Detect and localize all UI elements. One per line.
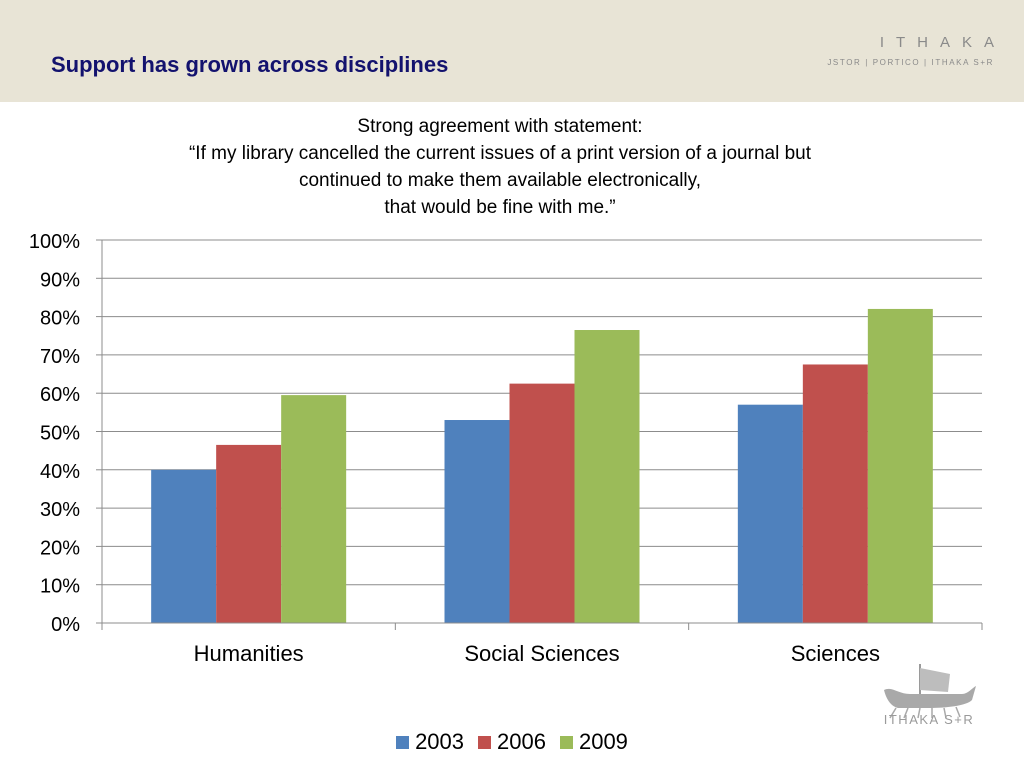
bar-2006-social-sciences <box>509 383 575 623</box>
y-tick-label: 90% <box>40 269 80 291</box>
bar-2009-humanities <box>281 395 347 623</box>
bar-2006-sciences <box>802 364 868 623</box>
legend-item: 2003 <box>396 729 464 755</box>
ithaka-logo-name: ITHAKA <box>879 34 1006 51</box>
bars <box>151 308 933 623</box>
y-tick-label: 50% <box>40 423 80 445</box>
legend-item: 2009 <box>559 729 628 755</box>
legend-swatch <box>396 735 410 749</box>
bar-2009-social-sciences <box>574 330 640 623</box>
legend-swatch <box>559 735 573 749</box>
ship-icon <box>884 664 976 719</box>
legend-label: 2009 <box>578 729 628 754</box>
ithaka-logo: ITHAKA JSTOR | PORTICO | ITHAKA S+R <box>827 34 994 68</box>
statement-line: “If my library cancelled the current iss… <box>188 143 811 164</box>
statement-line: Strong agreement with statement: <box>357 116 643 137</box>
legend-item: 2006 <box>478 729 546 755</box>
legend-label: 2003 <box>415 729 465 754</box>
x-tick-label: Social Sciences <box>464 641 619 666</box>
y-tick-label: 80% <box>40 308 80 330</box>
y-tick-label: 20% <box>40 537 80 559</box>
x-tick-label: Humanities <box>194 641 304 666</box>
y-tick-label: 0% <box>51 614 80 636</box>
y-tick-label: 60% <box>40 384 80 406</box>
axes <box>96 239 983 630</box>
legend-label: 2006 <box>497 729 546 754</box>
tick-labels: 0% 10% 20% 30% 40% 50% 60% 70% 80% 90% 100% Humanit… <box>29 231 880 666</box>
bar-2003-sciences <box>737 404 803 623</box>
ithaka-sr-logo-text: ITHAKA S+R <box>883 712 975 727</box>
y-tick-label: 10% <box>40 576 80 598</box>
bar-2006-humanities <box>216 444 282 623</box>
y-tick-label: 40% <box>40 461 80 483</box>
slide-title: Support has grown across disciplines <box>51 52 449 77</box>
header-band: Support has grown across disciplines ITH… <box>0 0 1024 102</box>
bar-2003-humanities <box>151 469 217 623</box>
ithaka-logo-tagline: JSTOR | PORTICO | ITHAKA S+R <box>827 58 994 67</box>
y-tick-label: 70% <box>40 346 80 368</box>
y-tick-label: 30% <box>40 499 80 521</box>
statement-line: that would be fine with me.” <box>384 197 616 218</box>
bar-2003-social-sciences <box>444 420 510 623</box>
y-tick-label: 100% <box>29 231 80 253</box>
chart-legend: 2003 2006 2009 <box>0 729 1024 755</box>
x-tick-label: Sciences <box>791 641 880 666</box>
chart-statement: Strong agreement with statement: “If my … <box>0 113 1000 221</box>
bar-2009-sciences <box>867 308 933 623</box>
legend-swatch <box>478 735 492 749</box>
statement-line: continued to make them available electro… <box>298 170 702 191</box>
